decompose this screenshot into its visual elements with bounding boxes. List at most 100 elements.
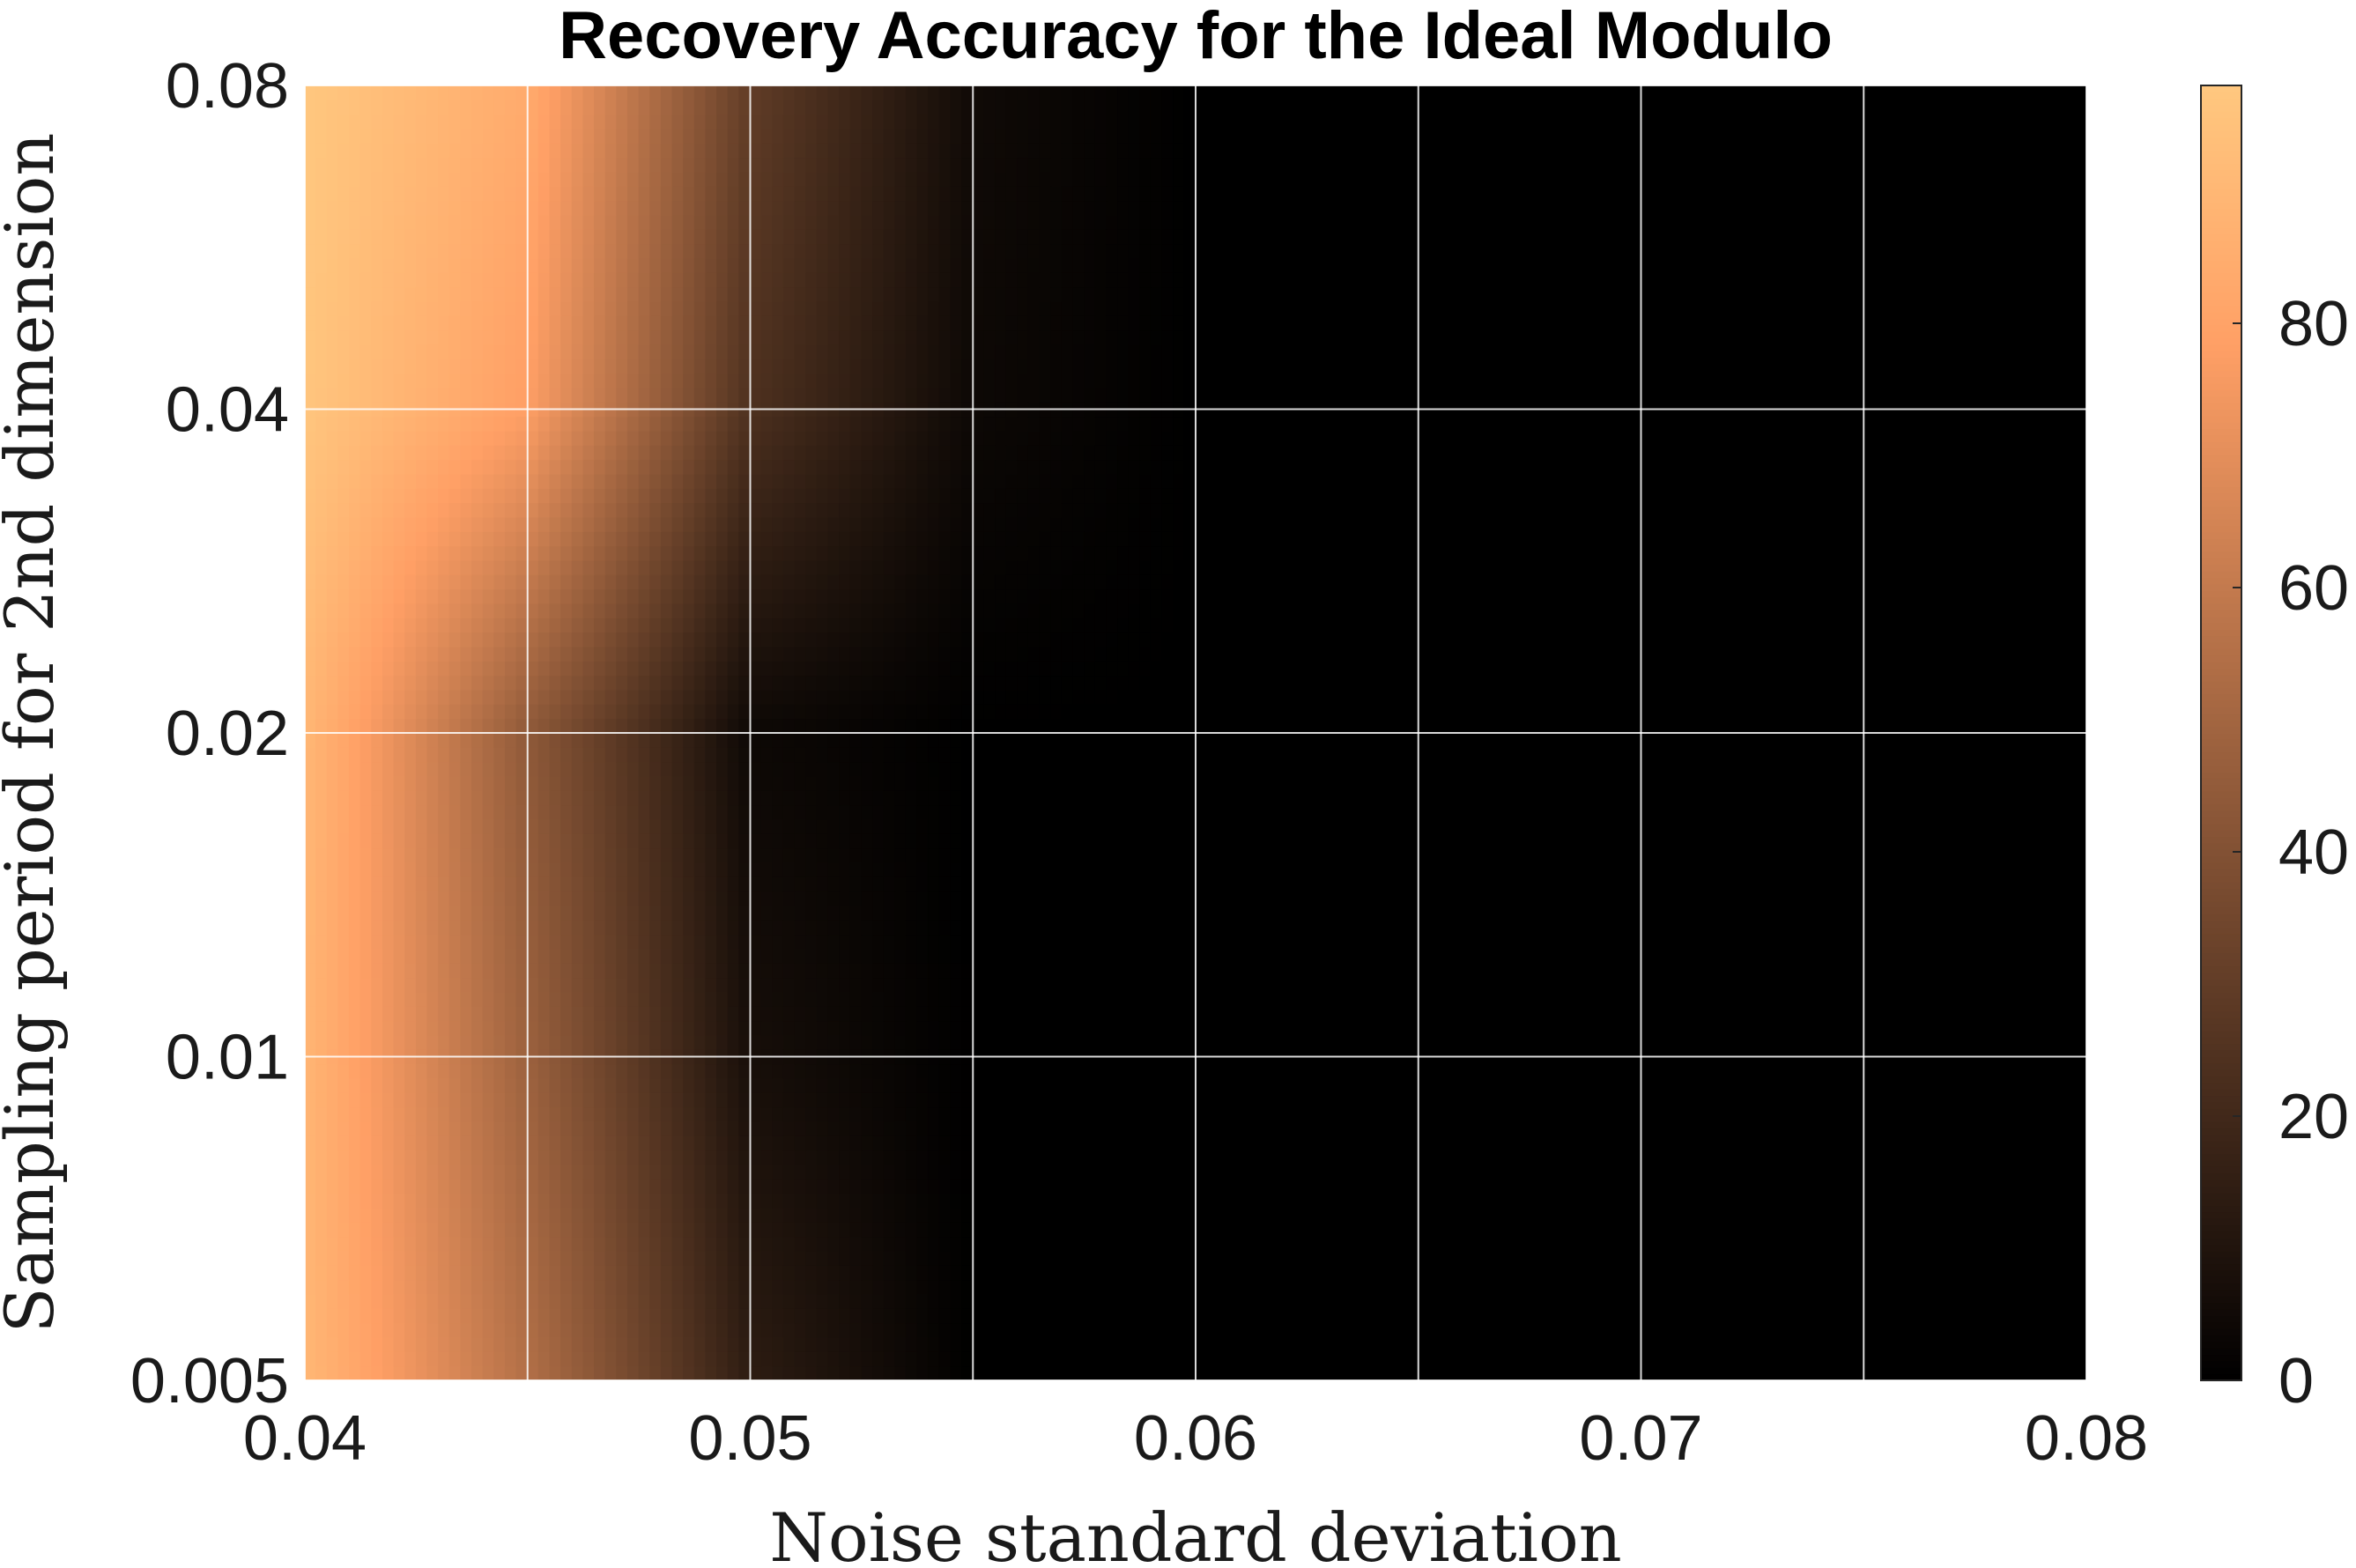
heatmap-cell (750, 1150, 762, 1165)
heatmap-cell (349, 934, 361, 950)
heatmap-cell (1651, 1106, 1664, 1122)
heatmap-cell (1974, 1178, 1987, 1194)
heatmap-cell (1540, 1307, 1552, 1324)
heatmap-cell (371, 1336, 383, 1352)
heatmap-cell (1641, 1207, 1653, 1223)
heatmap-cell (1339, 948, 1352, 964)
heatmap-cell (1094, 1279, 1108, 1295)
heatmap-cell (1774, 1005, 1787, 1022)
heatmap-cell (805, 948, 818, 964)
heatmap-cell (1963, 948, 1976, 964)
heatmap-cell (1228, 934, 1241, 950)
heatmap-cell (1272, 1091, 1285, 1108)
heatmap-cell (1295, 1293, 1308, 1309)
heatmap-cell (727, 1193, 740, 1209)
heatmap-cell (1663, 1063, 1675, 1079)
heatmap-cell (805, 1193, 818, 1209)
heatmap-cell (515, 1005, 529, 1022)
heatmap-cell (571, 1193, 584, 1209)
heatmap-cell (1740, 1207, 1753, 1223)
heatmap-cell (1841, 1250, 1854, 1266)
heatmap-cell (638, 1336, 651, 1352)
heatmap-cell (1584, 1236, 1597, 1252)
heatmap-cell (928, 1005, 940, 1022)
heatmap-cell (1618, 1350, 1631, 1367)
heatmap-cell (1874, 1350, 1887, 1367)
heatmap-cell (560, 1322, 573, 1338)
heatmap-cell (1072, 1365, 1085, 1380)
heatmap-cell (1161, 1077, 1174, 1093)
heatmap-cell (305, 1293, 317, 1309)
heatmap-cell (660, 1264, 673, 1281)
heatmap-cell (1050, 1236, 1063, 1252)
heatmap-cell (1507, 1365, 1519, 1380)
heatmap-cell (426, 1264, 440, 1281)
heatmap-cell (705, 1365, 718, 1380)
heatmap-cell (493, 1250, 506, 1266)
heatmap-cell (1451, 962, 1463, 979)
heatmap-cell (1874, 1307, 1887, 1324)
heatmap-cell (961, 1307, 974, 1324)
heatmap-cell (1529, 1121, 1542, 1136)
heatmap-cell (1629, 1250, 1641, 1266)
heatmap-cell (1718, 1193, 1731, 1209)
heatmap-cell (1329, 1207, 1341, 1223)
heatmap-cell (1195, 977, 1208, 993)
heatmap-cell (349, 919, 361, 936)
heatmap-cell (1752, 1178, 1765, 1194)
heatmap-cell (738, 1322, 751, 1338)
heatmap-cell (1418, 1207, 1430, 1223)
heatmap-cell (537, 1063, 551, 1079)
heatmap-cell (2008, 1307, 2020, 1324)
heatmap-cell (782, 1307, 796, 1324)
heatmap-cell (1930, 1207, 1943, 1223)
heatmap-cell (782, 1135, 796, 1151)
heatmap-cell (326, 1307, 339, 1324)
heatmap-cell (1262, 1164, 1274, 1180)
heatmap-cell (1295, 1236, 1308, 1252)
heatmap-cell (1918, 1034, 1931, 1050)
heatmap-cell (1596, 1279, 1609, 1295)
heatmap-cell (693, 977, 707, 993)
heatmap-cell (1351, 1164, 1364, 1180)
heatmap-cell (1774, 962, 1787, 979)
heatmap-cell (861, 1193, 874, 1209)
heatmap-cell (1418, 1236, 1430, 1252)
heatmap-cell (460, 1091, 473, 1108)
heatmap-cell (782, 1365, 796, 1380)
heatmap-cell (1240, 1336, 1252, 1352)
heatmap-cell (816, 1264, 829, 1281)
heatmap-cell (571, 1178, 584, 1194)
heatmap-cell (1730, 934, 1742, 950)
heatmap-cell (2008, 991, 2020, 1007)
heatmap-cell (1027, 934, 1041, 950)
heatmap-cell (1529, 1077, 1542, 1093)
heatmap-cell (972, 1307, 985, 1324)
heatmap-cell (549, 1193, 562, 1209)
heatmap-cell (1673, 1106, 1686, 1122)
heatmap-cell (1584, 1336, 1597, 1352)
heatmap-cell (782, 1236, 796, 1252)
heatmap-cell (1262, 1350, 1274, 1367)
heatmap-cell (1985, 1250, 1998, 1266)
heatmap-cell (1005, 1336, 1019, 1352)
heatmap-cell (738, 1135, 751, 1151)
heatmap-cell (1485, 1365, 1497, 1380)
heatmap-cell (382, 948, 395, 964)
heatmap-cell (1317, 1034, 1330, 1050)
heatmap-cell (537, 1207, 551, 1223)
heatmap-cell (1540, 1005, 1552, 1022)
heatmap-cell (1150, 1336, 1163, 1352)
heatmap-cell (816, 1250, 829, 1266)
heatmap-cell (1373, 962, 1386, 979)
heatmap-cell (961, 1063, 974, 1079)
heatmap-cell (1685, 991, 1698, 1007)
heatmap-cell (1495, 1236, 1508, 1252)
heatmap-cell (582, 1365, 596, 1380)
heatmap-cell (950, 1091, 963, 1108)
heatmap-cell (1663, 1336, 1675, 1352)
heatmap-cell (504, 977, 517, 993)
heatmap-cell (972, 1336, 985, 1352)
heatmap-cell (1406, 1150, 1419, 1165)
heatmap-cell (1629, 991, 1641, 1007)
